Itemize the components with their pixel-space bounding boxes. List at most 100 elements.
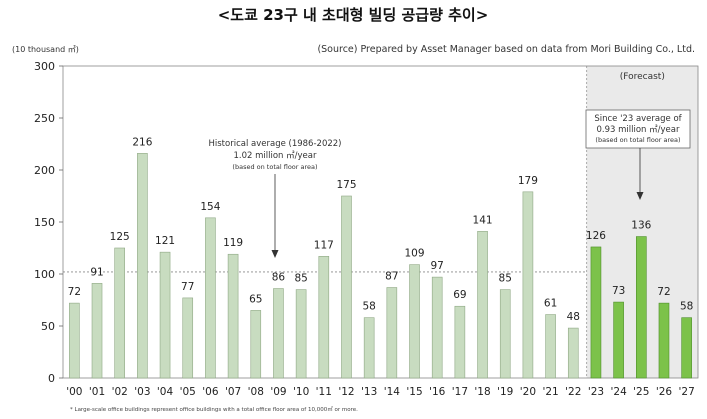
x-tick-label: '02 [112, 386, 128, 398]
data-label: 119 [223, 237, 243, 249]
forecast-annotation-line1: Since '23 average of [594, 114, 682, 124]
bar [91, 283, 103, 379]
x-tick-label: '16 [429, 386, 446, 398]
forecast-annotation-line3: (based on total floor area) [595, 136, 680, 144]
x-tick-label: '18 [474, 386, 490, 398]
source-note: (Source) Prepared by Asset Manager based… [317, 44, 695, 55]
data-label: 91 [90, 266, 103, 278]
x-tick-label: '11 [316, 386, 332, 398]
data-label: 69 [453, 289, 466, 301]
bar [250, 310, 262, 379]
bar [69, 302, 80, 379]
data-label: 154 [200, 201, 220, 213]
x-tick-label: '24 [611, 386, 628, 398]
bar [182, 297, 194, 379]
bar [431, 276, 443, 379]
x-tick-label: '19 [497, 386, 513, 398]
bar [386, 287, 398, 379]
x-tick-label: '07 [225, 386, 241, 398]
bar [205, 217, 216, 379]
bar [545, 314, 556, 379]
forecast-arrow-head [636, 192, 644, 200]
bar [613, 301, 624, 379]
data-label: 109 [404, 248, 424, 260]
x-tick-label: '21 [542, 386, 558, 398]
hist-annotation-line3: (based on total floor area) [232, 163, 317, 171]
y-tick-label: 100 [34, 268, 55, 281]
data-label: 97 [431, 260, 444, 272]
x-tick-label: '06 [202, 386, 219, 398]
y-tick-label: 0 [48, 372, 55, 385]
bar [590, 246, 602, 379]
x-tick-label: '09 [270, 386, 286, 398]
bar [363, 317, 375, 379]
x-tick-label: '13 [361, 386, 377, 398]
bar [159, 251, 171, 379]
hist-annotation-line2: 1.02 million ㎡/year [234, 151, 317, 161]
data-label: 216 [132, 136, 152, 148]
x-tick-label: '15 [406, 386, 422, 398]
data-label: 125 [110, 231, 130, 243]
data-label: 77 [181, 281, 194, 293]
hist-annotation-line1: Historical average (1986-2022) [209, 139, 342, 149]
data-label: 85 [499, 273, 512, 285]
x-tick-label: '08 [248, 386, 264, 398]
chart-title: <도쿄 23구 내 초대형 빌딩 공급량 추이> [218, 6, 489, 24]
y-tick-label: 200 [34, 164, 55, 177]
data-label: 87 [385, 271, 398, 283]
x-tick-label: '05 [180, 386, 196, 398]
data-label: 72 [68, 286, 81, 298]
bar [658, 302, 670, 379]
y-tick-label: 50 [41, 320, 55, 333]
x-tick-label: '01 [89, 386, 105, 398]
forecast-label: (Forecast) [620, 72, 665, 82]
data-label: 117 [314, 239, 334, 251]
x-tick-label: '20 [520, 386, 536, 398]
data-label: 175 [336, 179, 356, 191]
data-label: 65 [249, 293, 262, 305]
x-tick-label: '00 [66, 386, 82, 398]
plot-area: (Forecast) 0 50 100 150 200 250 300 72 '00 91 '01 12… [34, 60, 699, 398]
data-label: 58 [680, 301, 693, 313]
bar [477, 231, 488, 379]
x-tick-label: '26 [656, 386, 673, 398]
data-label: 136 [631, 220, 651, 232]
forecast-annotation-box [585, 109, 691, 149]
data-label: 85 [294, 273, 307, 285]
y-axis-unit: (10 thousand ㎡) [12, 45, 79, 54]
bar [318, 256, 330, 379]
x-tick-label: '03 [134, 386, 150, 398]
bar [273, 288, 284, 379]
data-label: 179 [518, 175, 538, 187]
bar [227, 253, 239, 379]
bar [636, 236, 647, 379]
footnote: * Large-scale office buildings represent… [70, 405, 358, 413]
data-label: 121 [155, 235, 175, 247]
x-tick-label: '27 [679, 386, 695, 398]
bar [499, 289, 511, 379]
data-label: 61 [544, 298, 557, 310]
data-label: 72 [657, 286, 670, 298]
y-tick-label: 250 [34, 112, 55, 125]
data-label: 58 [362, 301, 375, 313]
data-label: 126 [586, 230, 606, 242]
x-tick-label: '25 [633, 386, 649, 398]
forecast-annotation-line2: 0.93 million ㎡/year [597, 125, 680, 135]
bar [295, 289, 307, 379]
x-tick-label: '04 [157, 386, 174, 398]
y-tick-label: 300 [34, 60, 55, 73]
x-tick-label: '22 [565, 386, 581, 398]
data-label: 48 [567, 311, 580, 323]
bar [114, 247, 125, 379]
y-tick-label: 150 [34, 216, 55, 229]
bar [409, 264, 420, 379]
bar [454, 305, 466, 379]
bar [522, 191, 534, 379]
x-tick-label: '12 [338, 386, 354, 398]
bar [137, 153, 148, 379]
data-label: 73 [612, 285, 625, 297]
x-tick-label: '17 [452, 386, 468, 398]
data-label: 141 [473, 214, 493, 226]
bar [341, 195, 352, 379]
